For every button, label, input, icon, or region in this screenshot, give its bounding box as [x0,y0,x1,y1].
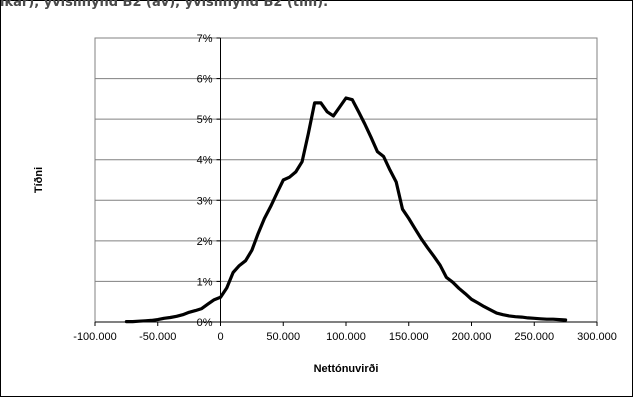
y-tick-label: 6% [197,74,213,86]
x-tick-label: -100.000 [73,331,116,343]
x-tick-label: -50.000 [139,331,176,343]
x-tick-label: 200.000 [452,331,492,343]
y-axis-title: Tíðni [33,167,45,193]
y-tick-labels: 0% 1% 2% 3% 4% 5% 6% 7% [197,33,213,329]
header-caption: ikar), ývíslíhynd B2 (áv), ývíslíhynd B2… [0,0,329,10]
x-tick-label: 0 [217,331,223,343]
gridlines [95,37,597,282]
y-tick-label: 2% [197,236,213,248]
axes [94,37,598,326]
y-tick-label: 5% [197,114,213,126]
y-tick-label: 4% [197,155,213,167]
x-tick-label: 100.000 [326,331,366,343]
x-tick-label: 150.000 [389,331,429,343]
y-tick-label: 1% [197,276,213,288]
x-tick-labels: -100.000 -50.000 0 50.000 100.000 150.000 200.… [73,331,617,343]
series-line [124,96,568,324]
y-tick-label: 7% [197,33,213,45]
y-tick-label: 3% [197,195,213,207]
x-axis-title: Nettónuvirði [314,363,379,375]
x-tick-label: 300.000 [577,331,617,343]
y-tick-label: 0% [197,317,213,329]
x-tick-label: 250.000 [514,331,554,343]
plot-area-border [94,37,598,323]
x-tick-label: 50.000 [266,331,300,343]
